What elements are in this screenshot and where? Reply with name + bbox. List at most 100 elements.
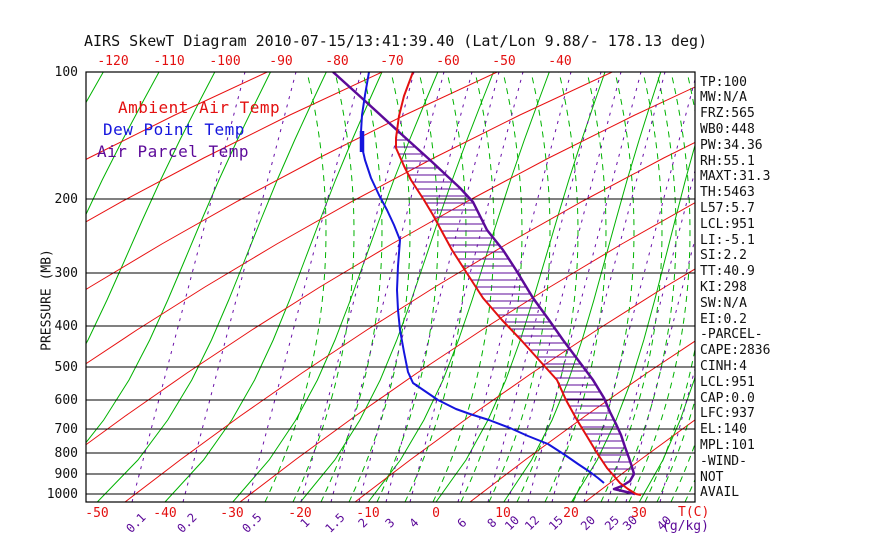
stat-line: SW:N/A xyxy=(700,295,747,311)
moist-adiabat-line xyxy=(460,72,523,502)
dry-adiabat-line xyxy=(86,86,695,446)
stat-line: TT:40.9 xyxy=(700,264,755,280)
stat-line: EI:0.2 xyxy=(700,311,747,327)
mixing-ratio-line xyxy=(625,237,695,502)
stat-line: LFC:937 xyxy=(700,406,755,422)
stat-line: MW:N/A xyxy=(700,90,747,106)
mixing-unit-label: (g/kg) xyxy=(662,519,709,534)
isotherm-line xyxy=(435,72,606,502)
stat-line: CAP:0.0 xyxy=(700,390,755,406)
pressure-label: 900 xyxy=(54,467,78,482)
mixing-ratio-line xyxy=(583,77,695,502)
mixing-ratio-line xyxy=(358,72,473,502)
temp-unit-label: T(C) xyxy=(678,505,710,520)
moist-adiabat-line xyxy=(488,72,551,502)
moist-adiabat-line xyxy=(320,72,383,502)
bottom-axis-label: -30 xyxy=(220,506,244,521)
bottom-axis-label: -40 xyxy=(153,506,177,521)
stat-line: -PARCEL- xyxy=(700,327,763,343)
stat-line: WB0:448 xyxy=(700,121,755,137)
top-axis-label: -90 xyxy=(269,54,293,69)
plot-area xyxy=(86,72,695,502)
stat-line: LCL:951 xyxy=(700,216,755,232)
moist-adiabat-line xyxy=(544,72,607,502)
moist-adiabat-line xyxy=(264,72,327,502)
stat-line: KI:298 xyxy=(700,279,747,295)
stat-line: CAPE:2836 xyxy=(700,343,771,359)
mixing-ratio-line xyxy=(409,72,524,502)
stat-line: SI:2.2 xyxy=(700,248,747,264)
isotherm-line xyxy=(86,72,160,216)
bottom-axis-label: 10 xyxy=(495,506,511,521)
pressure-label: 600 xyxy=(54,393,78,408)
top-axis-label: -120 xyxy=(97,54,129,69)
stat-line: TH:5463 xyxy=(700,185,755,201)
pressure-label: 700 xyxy=(54,422,78,437)
top-axis-label: -50 xyxy=(492,54,516,69)
dry-adiabat-line xyxy=(354,268,695,502)
mixing-ratio-line xyxy=(300,72,415,502)
pressure-label: 1000 xyxy=(46,487,78,502)
dry-adiabat-line xyxy=(469,340,695,502)
dry-adiabat-line xyxy=(584,419,695,502)
bottom-axis-label: -50 xyxy=(85,506,109,521)
moist-adiabat-line xyxy=(644,72,695,502)
mixing-ratio-line xyxy=(487,72,602,502)
top-axis-label: -40 xyxy=(548,54,572,69)
dew-point-temp-curve xyxy=(360,72,605,484)
pressure-label: 300 xyxy=(54,266,78,281)
stat-line: RH:55.1 xyxy=(700,153,755,169)
stat-line: LI:-5.1 xyxy=(700,232,755,248)
mixing-ratio-line xyxy=(527,72,642,502)
isotherm-line xyxy=(86,72,216,345)
bottom-axis-label: -10 xyxy=(356,506,380,521)
isotherm-line xyxy=(96,72,327,502)
isotherm-line xyxy=(638,375,695,502)
ambient-air-temp-curve xyxy=(395,72,642,496)
dry-adiabat-line xyxy=(239,202,695,502)
stat-line: L57:5.7 xyxy=(700,200,755,216)
top-axis-label: -60 xyxy=(436,54,460,69)
moist-adiabat-line xyxy=(670,442,695,502)
moist-adiabat-line xyxy=(292,72,355,502)
bottom-axis-label: 30 xyxy=(631,506,647,521)
isotherm-line xyxy=(300,72,494,502)
stat-line: MAXT:31.3 xyxy=(700,169,771,185)
moist-adiabat-line xyxy=(628,72,691,502)
plot-frame xyxy=(85,71,696,503)
dry-adiabat-line xyxy=(86,72,383,223)
dry-adiabat-line xyxy=(124,141,695,502)
isotherm-line xyxy=(503,72,662,502)
mixing-ratio-line xyxy=(607,168,695,502)
dry-adiabat-line xyxy=(86,72,498,291)
pressure-label: 200 xyxy=(54,192,78,207)
mixing-ratio-line xyxy=(330,72,445,502)
dry-adiabat-line xyxy=(86,72,268,161)
legend-item: Dew Point Temp xyxy=(103,120,245,139)
moist-adiabat-line xyxy=(376,72,439,502)
top-axis-label: -70 xyxy=(380,54,404,69)
pressure-axis-title: PRESSURE (MB) xyxy=(39,249,55,351)
air-parcel-temp-curve xyxy=(332,72,636,496)
moist-adiabat-line xyxy=(404,72,467,502)
mixing-ratio-line xyxy=(385,72,500,502)
mixing-ratio-line xyxy=(507,72,622,502)
dry-adiabat-line xyxy=(86,72,613,365)
stat-line: AVAIL xyxy=(700,485,740,501)
bottom-axis-label: 0 xyxy=(432,506,440,521)
pressure-label: 400 xyxy=(54,319,78,334)
top-axis-label: -110 xyxy=(153,54,185,69)
top-axis-label: -100 xyxy=(209,54,241,69)
stat-line: FRZ:565 xyxy=(700,106,755,122)
mixing-ratio-line xyxy=(182,72,297,502)
legend-item: Air Parcel Temp xyxy=(97,142,249,161)
isotherm-line xyxy=(232,72,439,502)
bottom-axis-label: 20 xyxy=(563,506,579,521)
stat-line: NOT xyxy=(700,469,724,485)
moist-adiabat-line xyxy=(614,72,677,502)
page-title: AIRS SkewT Diagram 2010-07-15/13:41:39.4… xyxy=(84,32,708,50)
stat-line: LCL:951 xyxy=(700,374,755,390)
isotherm-line xyxy=(164,72,383,502)
